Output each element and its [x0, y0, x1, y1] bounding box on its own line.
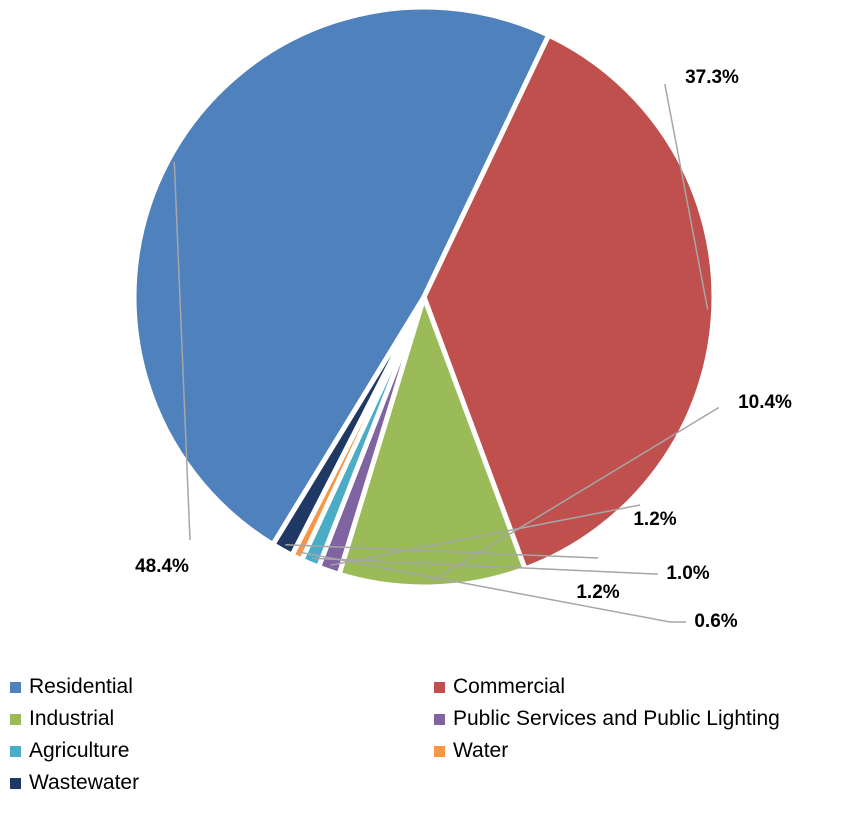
legend-item-public-services: Public Services and Public Lighting: [434, 704, 780, 734]
data-label-public-services-and-public-lighting: 1.2%: [633, 509, 676, 530]
legend-swatch-public-services: [434, 713, 445, 725]
data-label-water: 0.6%: [694, 611, 737, 632]
legend-label-agriculture: Agriculture: [29, 739, 130, 762]
leader-line-agriculture: [312, 557, 658, 575]
leader-line-commercial: [664, 84, 709, 310]
data-labels: 48.4% 37.3% 10.4% 1.2% 1.0% 0.6% 1.2%: [135, 67, 792, 632]
legend-label-industrial: Industrial: [29, 707, 115, 730]
leader-line-public-services-and-public-lighting: [330, 504, 641, 566]
data-label-agriculture: 1.0%: [666, 563, 709, 584]
pie-slice-commercial: [421, 32, 717, 572]
legend-label-water: Water: [453, 739, 509, 762]
pie-slice-wastewater: [270, 294, 427, 558]
legend-swatch-wastewater: [10, 777, 21, 789]
leader-line-industrial: [432, 407, 719, 582]
legend-item-wastewater: Wastewater: [10, 768, 139, 798]
legend-swatch-commercial: [434, 681, 445, 693]
pie-chart: 48.4% 37.3% 10.4% 1.2% 1.0% 0.6% 1.2%: [131, 4, 793, 633]
legend-label-public-services: Public Services and Public Lighting: [453, 707, 780, 730]
leader-lines: [173, 84, 719, 623]
legend-item-residential: Residential: [10, 672, 133, 702]
legend-label-residential: Residential: [29, 675, 133, 698]
legend-label-wastewater: Wastewater: [29, 771, 140, 794]
legend-swatch-water: [434, 745, 445, 757]
leader-line-residential: [173, 161, 191, 541]
legend-item-water: Water: [434, 736, 508, 766]
legend-label-commercial: Commercial: [453, 675, 566, 698]
data-label-commercial: 37.3%: [685, 67, 739, 88]
legend-swatch-industrial: [10, 713, 21, 725]
pie-slice-industrial: [336, 294, 528, 590]
legend-swatch-agriculture: [10, 745, 21, 757]
legend-item-industrial: Industrial: [10, 704, 114, 734]
data-label-industrial: 10.4%: [738, 392, 792, 413]
data-label-wastewater: 1.2%: [576, 582, 619, 603]
legend-item-agriculture: Agriculture: [10, 736, 129, 766]
pie-slice-residential: [131, 4, 552, 548]
legend-swatch-residential: [10, 681, 21, 693]
pie-slices: [131, 4, 717, 590]
legend: Residential Commercial Industrial Public…: [10, 672, 852, 830]
leader-line-wastewater: [285, 544, 599, 559]
legend-item-commercial: Commercial: [434, 672, 565, 702]
data-label-residential: 48.4%: [135, 556, 189, 577]
leader-line-water: [299, 551, 686, 623]
